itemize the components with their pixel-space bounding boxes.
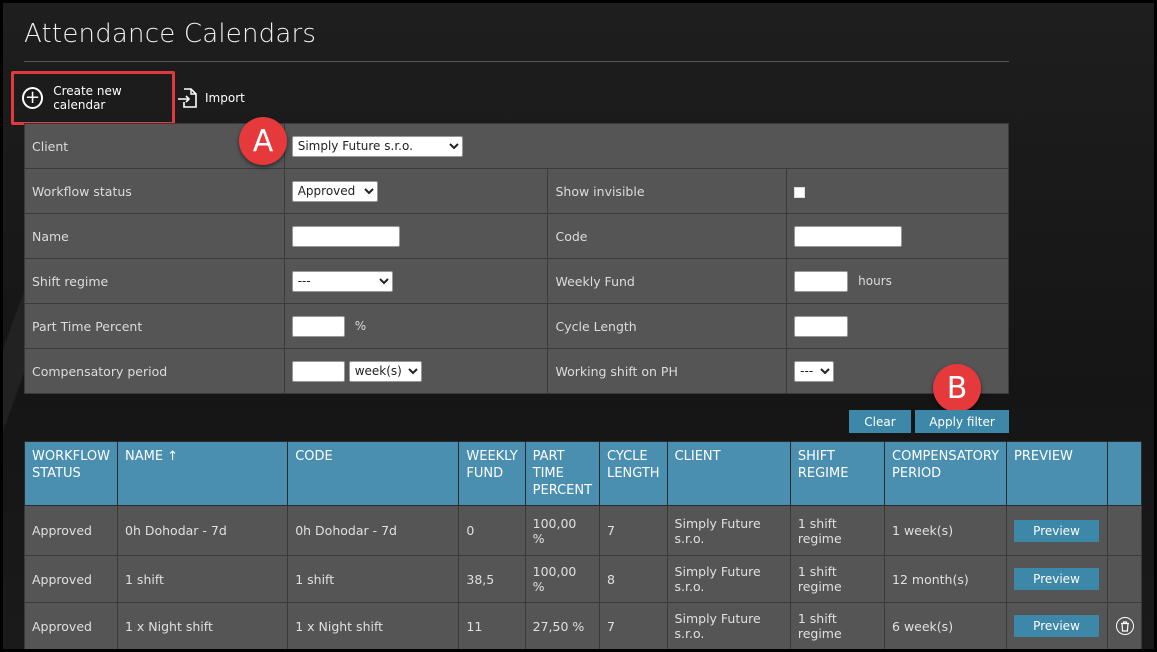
import-icon bbox=[178, 88, 197, 108]
cell-client: Simply Future s.r.o. bbox=[666, 602, 791, 649]
cell-compensatory-period: 1 week(s) bbox=[884, 505, 1008, 556]
cell-shift-regime: 1 shift regime bbox=[789, 555, 886, 603]
compensatory-period-input[interactable] bbox=[291, 360, 345, 382]
cell-weekly-fund: 11 bbox=[458, 602, 526, 649]
cycle-length-label: Cycle Length bbox=[547, 303, 788, 349]
cell-code: 1 shift bbox=[287, 555, 460, 603]
working-shift-ph-label: Working shift on PH bbox=[547, 348, 788, 394]
cell-compensatory-period: 6 week(s) bbox=[884, 602, 1008, 649]
workflow-status-select[interactable]: Approved bbox=[291, 180, 378, 202]
cell-name: 1 x Night shift bbox=[116, 602, 289, 649]
cell-cycle-length: 8 bbox=[599, 555, 668, 603]
compensatory-period-unit-select[interactable]: week(s) bbox=[348, 360, 422, 382]
part-time-percent-input[interactable] bbox=[291, 315, 345, 337]
filter-panel: Client Simply Future s.r.o. Workflow sta… bbox=[24, 123, 1010, 394]
weekly-fund-input[interactable] bbox=[794, 270, 849, 292]
part-time-percent-unit: % bbox=[354, 319, 367, 333]
show-invisible-checkbox[interactable] bbox=[794, 186, 806, 198]
calendars-table: WORKFLOW STATUS NAME ↑ CODE WEEKLY FUND … bbox=[24, 441, 1142, 649]
workflow-status-label: Workflow status bbox=[24, 168, 285, 214]
shift-regime-label: Shift regime bbox=[24, 258, 285, 304]
client-select[interactable]: Simply Future s.r.o. bbox=[291, 135, 463, 157]
cell-weekly-fund: 0 bbox=[458, 505, 526, 556]
annotation-badge-a: A bbox=[239, 117, 287, 165]
cell-code: 0h Dohodar - 7d bbox=[287, 505, 460, 556]
cell-compensatory-period: 12 month(s) bbox=[884, 555, 1008, 603]
cell-shift-regime: 1 shift regime bbox=[789, 602, 886, 649]
delete-icon[interactable] bbox=[1115, 617, 1134, 635]
table-row[interactable]: Approved 0h Dohodar - 7d 0h Dohodar - 7d… bbox=[24, 505, 1142, 556]
shift-regime-select[interactable]: --- bbox=[291, 270, 393, 292]
col-workflow-status[interactable]: WORKFLOW STATUS bbox=[24, 441, 118, 506]
cell-part-time-percent: 100,00 % bbox=[524, 555, 601, 603]
cycle-length-input[interactable] bbox=[794, 315, 849, 337]
table-row[interactable]: Approved 1 x Night shift 1 x Night shift… bbox=[24, 602, 1142, 649]
weekly-fund-label: Weekly Fund bbox=[547, 258, 788, 304]
cell-name: 1 shift bbox=[116, 555, 289, 603]
name-input[interactable] bbox=[291, 225, 400, 247]
col-shift-regime[interactable]: SHIFT REGIME bbox=[789, 441, 886, 506]
table-header-row: WORKFLOW STATUS NAME ↑ CODE WEEKLY FUND … bbox=[24, 441, 1142, 506]
cell-cycle-length: 7 bbox=[599, 602, 668, 649]
code-label: Code bbox=[547, 213, 788, 259]
cell-client: Simply Future s.r.o. bbox=[666, 555, 791, 603]
col-cycle-length[interactable]: CYCLE LENGTH bbox=[599, 441, 668, 506]
working-shift-ph-select[interactable]: --- bbox=[794, 360, 835, 382]
preview-button[interactable]: Preview bbox=[1014, 568, 1100, 590]
plus-circle-icon: + bbox=[22, 87, 44, 109]
col-preview: PREVIEW bbox=[1006, 441, 1108, 506]
show-invisible-label: Show invisible bbox=[547, 168, 788, 214]
page-title: Attendance Calendars bbox=[24, 19, 317, 49]
col-code[interactable]: CODE bbox=[287, 441, 460, 506]
cell-client: Simply Future s.r.o. bbox=[666, 505, 791, 556]
cell-shift-regime: 1 shift regime bbox=[789, 505, 886, 556]
compensatory-period-label: Compensatory period bbox=[24, 348, 285, 394]
part-time-percent-label: Part Time Percent bbox=[24, 303, 285, 349]
table-row[interactable]: Approved 1 shift 1 shift 38,5 100,00 % 8… bbox=[24, 555, 1142, 603]
apply-filter-button[interactable]: Apply filter bbox=[915, 410, 1009, 433]
col-actions bbox=[1107, 441, 1142, 506]
create-new-calendar-button[interactable]: + Create new calendar bbox=[11, 71, 175, 125]
preview-button[interactable]: Preview bbox=[1014, 519, 1100, 542]
col-weekly-fund[interactable]: WEEKLY FUND bbox=[458, 441, 526, 506]
cell-cycle-length: 7 bbox=[599, 505, 668, 556]
col-name[interactable]: NAME ↑ bbox=[116, 441, 289, 506]
create-new-calendar-label: Create new calendar bbox=[53, 84, 122, 112]
preview-button[interactable]: Preview bbox=[1014, 615, 1100, 637]
title-divider bbox=[24, 61, 1009, 62]
cell-part-time-percent: 27,50 % bbox=[524, 602, 601, 649]
col-client[interactable]: CLIENT bbox=[666, 441, 791, 506]
import-label: Import bbox=[205, 91, 245, 105]
weekly-fund-unit: hours bbox=[858, 274, 892, 288]
annotation-badge-b: B bbox=[933, 364, 981, 412]
toolbar: + Create new calendar Import bbox=[11, 71, 245, 125]
cell-status: Approved bbox=[24, 555, 118, 603]
cell-weekly-fund: 38,5 bbox=[458, 555, 526, 603]
name-label: Name bbox=[24, 213, 285, 259]
cell-status: Approved bbox=[24, 505, 118, 556]
code-input[interactable] bbox=[794, 225, 903, 247]
clear-button[interactable]: Clear bbox=[849, 410, 911, 433]
cell-name: 0h Dohodar - 7d bbox=[116, 505, 289, 556]
cell-part-time-percent: 100,00 % bbox=[524, 505, 601, 556]
col-part-time-percent[interactable]: PART TIME PERCENT bbox=[524, 441, 601, 506]
cell-status: Approved bbox=[24, 602, 118, 649]
col-compensatory-period[interactable]: COMPENSATORY PERIOD bbox=[884, 441, 1008, 506]
cell-code: 1 x Night shift bbox=[287, 602, 460, 649]
import-button[interactable]: Import bbox=[177, 86, 245, 110]
